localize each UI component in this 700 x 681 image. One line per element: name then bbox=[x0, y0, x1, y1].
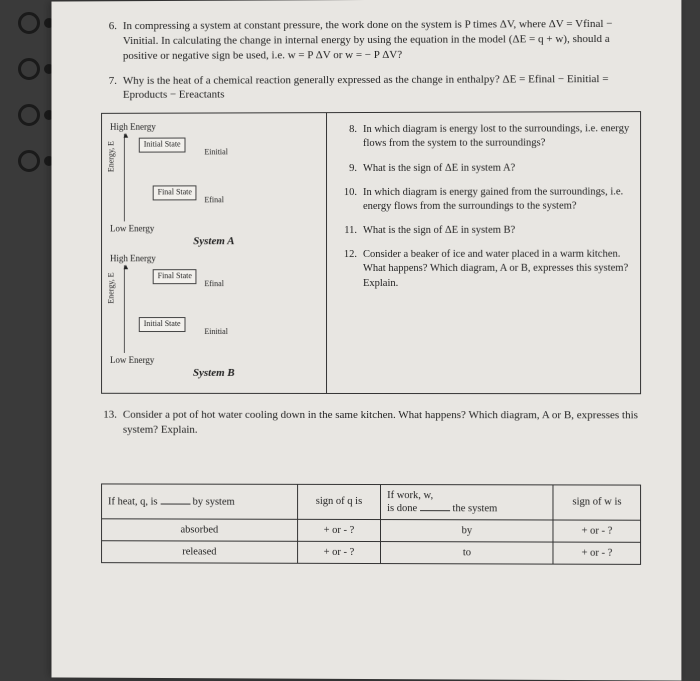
question-text: In compressing a system at constant pres… bbox=[123, 17, 641, 64]
question-12: 12. Consider a beaker of ice and water pl… bbox=[341, 248, 630, 291]
table-row: released + or - ? to + or - ? bbox=[102, 541, 641, 565]
question-8: 8.In which diagram is energy lost to the… bbox=[341, 122, 630, 151]
sign-w-header: sign of w is bbox=[553, 485, 640, 520]
question-13: 13. Consider a pot of hot water cooling … bbox=[101, 408, 641, 438]
cell-sign: + or - ? bbox=[553, 542, 640, 564]
y-axis-label: Energy, E bbox=[107, 273, 116, 304]
cell-sign: + or - ? bbox=[297, 541, 380, 563]
low-energy-label: Low Energy bbox=[110, 224, 154, 234]
y-axis-label: Energy, E bbox=[107, 141, 116, 172]
question-text: Consider a beaker of ice and water place… bbox=[363, 248, 630, 291]
question-text: What is the sign of ΔE in system A? bbox=[363, 161, 630, 176]
question-6: 6. In compressing a system at constant p… bbox=[101, 17, 641, 64]
question-9: 9. What is the sign of ΔE in system A? bbox=[341, 161, 630, 176]
e-final-label: Efinal bbox=[204, 196, 223, 205]
question-number: 9. bbox=[341, 162, 357, 176]
system-b-title: System B bbox=[110, 367, 318, 379]
question-text: Why is the heat of a chemical reaction g… bbox=[123, 71, 641, 103]
cell-text: If heat, q, is bbox=[108, 497, 160, 508]
arrow-up-icon: ▲ bbox=[122, 131, 130, 140]
question-number: 12. bbox=[341, 248, 357, 291]
high-energy-label: High Energy bbox=[110, 253, 156, 263]
low-energy-label: Low Energy bbox=[110, 355, 154, 365]
question-text: In which diagram is energy gained from t… bbox=[363, 185, 630, 214]
system-b-diagram: High Energy ▲ Energy, E Final State Efin… bbox=[110, 253, 318, 379]
blank-line bbox=[420, 501, 450, 511]
heat-work-table: If heat, q, is by system sign of q is If… bbox=[101, 483, 641, 564]
question-number: 13. bbox=[101, 408, 117, 438]
final-state-box: Final State bbox=[153, 269, 197, 284]
cell-text: by system bbox=[190, 497, 235, 508]
blank-line bbox=[160, 495, 190, 505]
system-a-title: System A bbox=[110, 235, 318, 247]
sign-q-header: sign of q is bbox=[297, 484, 380, 519]
heat-header-cell: If heat, q, is by system bbox=[102, 484, 298, 519]
question-text: What is the sign of ΔE in system B? bbox=[363, 224, 630, 239]
e-final-label: Efinal bbox=[204, 279, 223, 288]
system-a-diagram: High Energy ▲ Energy, E Initial State Ei… bbox=[110, 121, 318, 247]
cell-text: the system bbox=[450, 503, 497, 514]
arrow-up-icon: ▲ bbox=[122, 262, 130, 271]
cell-sign: + or - ? bbox=[553, 520, 640, 542]
final-state-box: Final State bbox=[153, 186, 197, 201]
energy-diagram-block: High Energy ▲ Energy, E Initial State Ei… bbox=[101, 111, 641, 394]
question-number: 8. bbox=[341, 123, 357, 151]
question-10: 10. In which diagram is energy gained fro… bbox=[341, 185, 630, 214]
work-header-cell: If work, w, is done the system bbox=[381, 484, 554, 519]
cell-to: to bbox=[381, 541, 554, 564]
worksheet-page: 6. In compressing a system at constant p… bbox=[51, 0, 681, 681]
question-7: 7. Why is the heat of a chemical reactio… bbox=[101, 71, 641, 103]
table-row: absorbed + or - ? by + or - ? bbox=[102, 519, 641, 542]
e-initial-label: Einitial bbox=[204, 327, 227, 336]
cell-text: is done bbox=[387, 503, 420, 514]
spiral-binding bbox=[18, 0, 42, 679]
table-row: If heat, q, is by system sign of q is If… bbox=[102, 484, 641, 520]
question-number: 7. bbox=[101, 73, 117, 103]
initial-state-box: Initial State bbox=[139, 317, 186, 332]
question-number: 11. bbox=[341, 224, 357, 238]
question-text: In which diagram is energy lost to the s… bbox=[363, 122, 630, 151]
cell-sign: + or - ? bbox=[297, 519, 380, 541]
question-11: 11. What is the sign of ΔE in system B? bbox=[341, 224, 630, 239]
e-initial-label: Einitial bbox=[204, 148, 227, 157]
cell-by: by bbox=[381, 519, 554, 542]
questions-column: 8.In which diagram is energy lost to the… bbox=[327, 112, 640, 393]
question-text: Consider a pot of hot water cooling down… bbox=[123, 408, 641, 438]
high-energy-label: High Energy bbox=[110, 122, 156, 132]
question-number: 10. bbox=[341, 186, 357, 214]
cell-released: released bbox=[102, 541, 298, 564]
cell-text: If work, w, bbox=[387, 490, 433, 501]
question-number: 6. bbox=[101, 19, 117, 63]
diagram-column: High Energy ▲ Energy, E Initial State Ei… bbox=[102, 113, 327, 393]
initial-state-box: Initial State bbox=[139, 138, 186, 153]
cell-absorbed: absorbed bbox=[102, 519, 298, 541]
